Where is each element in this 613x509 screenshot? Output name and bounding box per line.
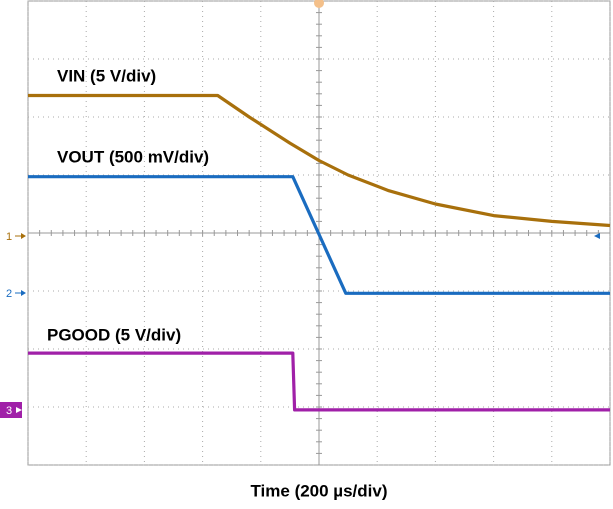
channel-marker: 2 <box>6 288 12 300</box>
channel-arrow <box>21 290 26 296</box>
channel-marker: 3 <box>6 405 12 417</box>
trigger-marker <box>314 0 324 8</box>
trace-label: VIN (5 V/div) <box>57 66 156 85</box>
trace <box>28 93 611 228</box>
trace-label: PGOOD (5 V/div) <box>47 325 181 344</box>
trace <box>28 351 610 412</box>
x-axis-label: Time (200 µs/div) <box>250 481 387 500</box>
channel-arrow <box>16 407 22 413</box>
ref-arrow <box>594 233 600 239</box>
channel-arrow <box>21 233 26 239</box>
trace-label: VOUT (500 mV/div) <box>57 147 209 166</box>
channel-marker: 1 <box>6 231 12 243</box>
trace <box>28 175 610 295</box>
channel-marker-box <box>0 402 22 418</box>
